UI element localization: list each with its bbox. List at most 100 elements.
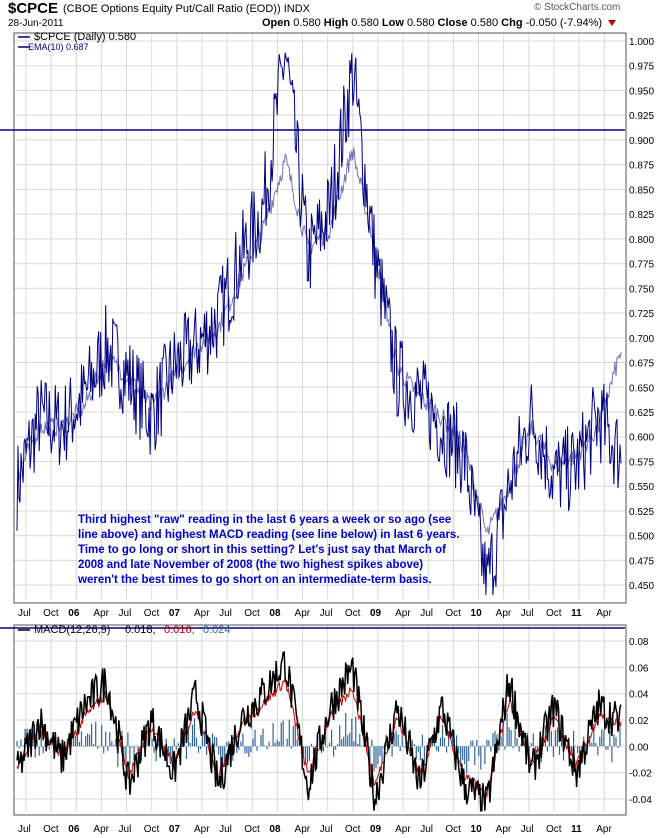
x-tick-label: Jul — [219, 824, 232, 835]
ema-series-line — [16, 147, 622, 535]
x-tick-label: Apr — [395, 824, 411, 835]
x-tick-label: 11 — [571, 824, 582, 835]
price-y-tick-label: 0.800 — [629, 235, 654, 246]
x-tick-label: 08 — [269, 608, 281, 619]
x-tick-label: Jul — [320, 824, 333, 835]
chart-title: (CBOE Options Equity Put/Call Ratio (EOD… — [63, 3, 310, 15]
price-y-tick-label: 0.725 — [629, 309, 654, 320]
high-value: 0.580 — [351, 17, 379, 29]
x-tick-label: 06 — [68, 608, 80, 619]
ohlc-readout: Open 0.580 High 0.580 Low 0.580 Close 0.… — [262, 17, 617, 29]
macd-legend-value: 0.018, — [125, 624, 156, 636]
price-y-tick-label: 0.850 — [629, 185, 654, 196]
macd-grid — [15, 625, 625, 812]
annotation-line: Third highest "raw" reading in the last … — [78, 514, 451, 526]
price-y-tick-label: 0.650 — [629, 383, 654, 394]
x-tick-label: Jul — [119, 608, 132, 619]
x-tick-label: Oct — [546, 824, 562, 835]
price-y-tick-label: 1.000 — [629, 37, 654, 48]
x-tick-label: Jul — [420, 608, 433, 619]
macd-y-tick-label: -0.02 — [629, 769, 652, 780]
price-y-tick-label: 0.600 — [629, 433, 654, 444]
price-y-tick-label: 0.675 — [629, 359, 654, 370]
description: (CBOE Options Equity Put/Call Ratio (EOD… — [63, 3, 281, 15]
macd-histogram — [16, 713, 621, 773]
x-axis-bottom: Jul Oct 06 Apr Jul Oct 07 Apr Jul Oct 08 Apr Jul Oct 0… — [18, 824, 612, 835]
price-y-tick-label: 0.750 — [629, 284, 654, 295]
symbol: $CPCE — [8, 0, 59, 17]
x-tick-label: Apr — [194, 608, 210, 619]
price-y-tick-label: 0.950 — [629, 86, 654, 97]
price-y-tick-label: 0.825 — [629, 210, 654, 221]
chg-label: Chg — [501, 17, 523, 29]
x-tick-label: Jul — [320, 608, 333, 619]
x-tick-label: 10 — [471, 608, 483, 619]
brand-link[interactable]: © StockCharts.com — [534, 2, 621, 13]
x-tick-label: Apr — [295, 824, 311, 835]
x-tick-label: Apr — [596, 824, 612, 835]
x-tick-label: Jul — [420, 824, 433, 835]
macd-y-tick-label: 0.00 — [629, 742, 649, 753]
down-arrow-icon — [608, 20, 617, 27]
macd-y-tick-label: 0.04 — [629, 690, 649, 701]
x-tick-label: 09 — [370, 824, 382, 835]
chg-value: -0.050 (-7.94%) — [525, 17, 603, 29]
price-y-tick-label: 0.775 — [629, 260, 654, 271]
x-tick-label: Oct — [144, 824, 160, 835]
x-tick-label: Apr — [194, 824, 210, 835]
x-tick-label: 11 — [571, 608, 582, 619]
low-label: Low — [381, 17, 404, 29]
price-y-tick-label: 0.500 — [629, 532, 654, 543]
price-y-tick-label: 0.925 — [629, 111, 654, 122]
price-y-tick-label: 0.975 — [629, 62, 654, 73]
macd-legend-name: MACD(12,26,9) — [34, 624, 110, 636]
annotation-line: line above) and highest MACD reading (se… — [78, 529, 460, 541]
macd-y-axis: 0.08 0.06 0.04 0.02 0.00 -0.02 -0.04 — [629, 637, 652, 806]
annotation-line: Time to go long or short in this setting… — [78, 544, 446, 556]
macd-y-tick-label: 0.02 — [629, 716, 649, 727]
x-tick-label: Oct — [345, 824, 361, 835]
price-legend-label: $CPCE (Daily) 0.580 — [34, 31, 136, 43]
x-tick-label: Jul — [18, 608, 31, 619]
close-value: 0.580 — [470, 17, 499, 29]
chart-date: 28-Jun-2011 — [8, 18, 64, 29]
x-tick-label: Oct — [445, 824, 461, 835]
x-tick-label: Jul — [18, 824, 31, 835]
x-tick-label: Oct — [144, 608, 160, 619]
macd-y-tick-label: 0.06 — [629, 663, 649, 674]
x-tick-label: Oct — [445, 608, 461, 619]
low-value: 0.580 — [406, 17, 435, 29]
x-tick-label: Apr — [93, 824, 109, 835]
x-tick-label: 06 — [68, 824, 80, 835]
open-label: Open — [262, 17, 291, 29]
annotation-line: 2008 and late November of 2008 (the two … — [78, 559, 423, 571]
macd-series-line — [16, 651, 622, 812]
signal-series-line — [16, 677, 622, 798]
ema-legend-label: EMA(10) 0.687 — [28, 42, 89, 52]
x-tick-label: Jul — [521, 824, 534, 835]
exchange: INDX — [283, 3, 310, 15]
price-y-tick-label: 0.525 — [629, 507, 654, 518]
chart-annotation: Third highest "raw" reading in the last … — [77, 514, 460, 586]
x-tick-label: Oct — [345, 608, 361, 619]
x-axis-top: Jul Oct 06 Apr Jul Oct 07 Apr Jul Oct 08 Apr Jul Oct 0… — [18, 608, 612, 619]
macd-y-tick-label: 0.08 — [629, 637, 649, 648]
x-tick-label: Oct — [244, 824, 260, 835]
x-tick-label: 10 — [471, 824, 483, 835]
annotation-line: weren't the best times to go short on an… — [77, 574, 432, 586]
price-y-tick-label: 0.575 — [629, 457, 654, 468]
price-y-tick-label: 0.875 — [629, 161, 654, 172]
macd-y-tick-label: -0.04 — [629, 795, 652, 806]
x-tick-label: Apr — [496, 608, 512, 619]
price-y-tick-label: 0.700 — [629, 334, 654, 345]
x-tick-label: Jul — [219, 608, 232, 619]
x-tick-label: 08 — [269, 824, 281, 835]
price-legend: $CPCE (Daily) 0.580 EMA(10) 0.687 — [18, 31, 136, 52]
x-tick-label: Oct — [244, 608, 260, 619]
x-tick-label: Apr — [295, 608, 311, 619]
price-chart: 1.000 0.975 0.950 0.925 0.900 0.875 0.850 0.825… — [0, 31, 654, 604]
x-tick-label: Jul — [521, 608, 534, 619]
macd-panel-frame — [13, 624, 627, 816]
price-y-tick-label: 0.550 — [629, 482, 654, 493]
price-y-axis: 1.000 0.975 0.950 0.925 0.900 0.875 0.850 0.825… — [629, 37, 654, 592]
